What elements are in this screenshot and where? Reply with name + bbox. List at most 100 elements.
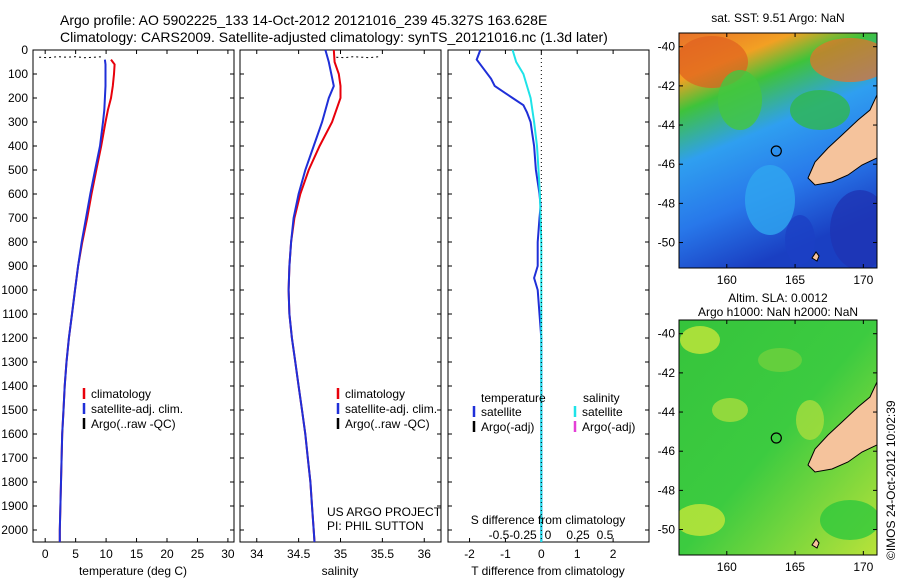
legend-label: satellite — [481, 405, 522, 419]
lon-tick-label: 160 — [717, 560, 737, 574]
temperature-panel: 0100200300400500600700800900100011001200… — [1, 43, 235, 578]
lat-tick-label: -46 — [658, 157, 676, 171]
lat-tick-label: -50 — [658, 236, 676, 250]
sst-map-frame — [678, 32, 878, 269]
salinity-x-label: salinity — [322, 564, 359, 578]
legend-label: satellite-adj. clim. — [345, 402, 437, 416]
salinity-x-axis: 34 34.5 35 35.5 36 — [250, 50, 431, 561]
depth-tick-label: 400 — [8, 139, 28, 153]
depth-tick-label: 1800 — [1, 475, 28, 489]
difference-axes-box — [447, 49, 650, 543]
float-position-marker-2 — [770, 432, 782, 444]
lat-tick-label: -46 — [658, 444, 676, 458]
x-tick-label: -1 — [500, 547, 511, 561]
depth-tick-label: 800 — [8, 235, 28, 249]
temperature-axes-box — [32, 49, 235, 543]
lat-tick-label: -48 — [658, 483, 676, 497]
x-tick-label: 0 — [42, 547, 49, 561]
series-line-argo-raw-qc- — [39, 56, 104, 59]
sla-map-title-2: Argo h1000: NaN h2000: NaN — [698, 305, 858, 319]
depth-tick-label: 1600 — [1, 427, 28, 441]
depth-tick-label: 700 — [8, 211, 28, 225]
s-tick-label: -0.5 — [489, 528, 510, 542]
depth-axis: 0 100 200 300 400 500 600 700 800 900 1000 1100 1200… — [1, 43, 234, 537]
lon-tick-label: 160 — [717, 273, 737, 287]
figure-title-line-1: Argo profile: AO 5902225_133 14-Oct-2012… — [60, 12, 548, 28]
x-tick-label: 35.5 — [371, 547, 395, 561]
figure-title-line-2: Climatology: CARS2009. Satellite-adjuste… — [60, 29, 608, 45]
legend-label: satellite-adj. clim. — [91, 402, 183, 416]
depth-tick-label: 900 — [8, 259, 28, 273]
lat-tick-label: -44 — [658, 118, 676, 132]
lon-tick-label: 170 — [853, 273, 873, 287]
difference-y-ticks — [448, 49, 649, 531]
lon-tick-label: 165 — [785, 273, 805, 287]
x-tick-label: 36 — [418, 547, 432, 561]
lat-tick-label: -40 — [658, 40, 676, 54]
x-tick-label: 34 — [250, 547, 264, 561]
temperature-x-label: temperature (deg C) — [79, 564, 187, 578]
lat-tick-label: -40 — [658, 327, 676, 341]
lat-tick-label: -42 — [658, 79, 676, 93]
difference-x-axis: -2 -1 0 1 2-0.5 -0.25 0 0.25 0.5 — [464, 50, 617, 561]
lat-tick-label: -42 — [658, 366, 676, 380]
salinity-panel: 34 34.5 35 35.5 36 salinity climatologysatel… — [239, 49, 442, 578]
x-tick-label: 34.5 — [287, 547, 311, 561]
t-difference-x-label: T difference from climatology — [471, 564, 625, 578]
lat-tick-label: -50 — [658, 523, 676, 537]
sst-map-ticks: -40 -42 -44 -46 -48 -50 160 165 170 — [658, 33, 877, 287]
lon-tick-label: 170 — [853, 560, 873, 574]
depth-tick-label: 300 — [8, 115, 28, 129]
salinity-lines — [287, 49, 379, 543]
x-tick-label: 0 — [538, 547, 545, 561]
x-tick-label: 5 — [72, 547, 79, 561]
s-difference-label: S difference from climatology — [471, 513, 626, 527]
depth-tick-label: 100 — [8, 67, 28, 81]
series-line-temperature-satellite — [475, 49, 543, 542]
salinity-y-ticks — [240, 49, 441, 531]
series-line-satellite-adj-clim- — [58, 59, 107, 542]
legend-label: Argo(-adj) — [582, 420, 635, 434]
depth-tick-label: 2000 — [1, 523, 28, 537]
depth-tick-label: 1400 — [1, 379, 28, 393]
x-tick-label: 20 — [160, 547, 174, 561]
depth-tick-label: 1000 — [1, 283, 28, 297]
sst-map-title: sat. SST: 9.51 Argo: NaN — [711, 11, 844, 25]
sla-map-title-1: Altim. SLA: 0.0012 — [728, 291, 828, 305]
depth-tick-label: 200 — [8, 91, 28, 105]
s-tick-label: 0.25 — [566, 528, 590, 542]
lon-tick-label: 165 — [785, 560, 805, 574]
s-tick-label: 0.5 — [597, 528, 614, 542]
temperature-x-axis: 0 5 10 15 20 25 30 — [42, 50, 235, 561]
series-line-argo-raw-qc- — [336, 56, 379, 59]
depth-tick-label: 1300 — [1, 355, 28, 369]
x-tick-label: 30 — [221, 547, 235, 561]
s-tick-label: -0.25 — [509, 528, 537, 542]
legend-header-salinity: salinity — [583, 391, 620, 405]
difference-legend: temperature salinitysatelliteArgo(-adj)sa… — [472, 391, 635, 434]
depth-tick-label: 600 — [8, 187, 28, 201]
x-tick-label: -2 — [464, 547, 475, 561]
x-tick-label: 15 — [130, 547, 144, 561]
series-line-satellite-adj-clim- — [287, 49, 335, 543]
sla-map: -40 -42 -44 -46 -48 -50 160 165 170 — [658, 319, 878, 574]
sla-map-frame — [678, 319, 878, 556]
float-position-marker — [770, 145, 782, 157]
legend-label: Argo(-adj) — [481, 420, 534, 434]
x-tick-label: 10 — [99, 547, 113, 561]
depth-tick-label: 1200 — [1, 331, 28, 345]
depth-tick-label: 1100 — [2, 307, 28, 321]
salinity-axes-box — [239, 49, 442, 543]
lat-tick-label: -44 — [658, 405, 676, 419]
project-annotation-1: US ARGO PROJECT — [327, 505, 442, 519]
legend-label: climatology — [91, 387, 151, 401]
x-tick-label: 25 — [191, 547, 205, 561]
s-tick-label: 0 — [545, 528, 552, 542]
legend-label: Argo(..raw -QC) — [345, 417, 430, 431]
depth-tick-label: 1700 — [1, 451, 28, 465]
depth-tick-label: 1500 — [1, 403, 28, 417]
sla-map-ticks: -40 -42 -44 -46 -48 -50 160 165 170 — [658, 320, 877, 574]
project-annotation-2: PI: PHIL SUTTON — [327, 519, 424, 533]
